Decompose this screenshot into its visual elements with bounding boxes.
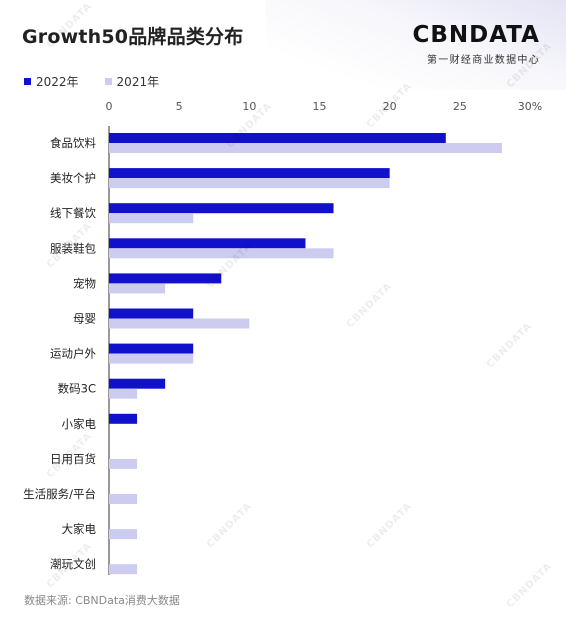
bar-2022 [109, 168, 390, 179]
x-tick-label: 25 [453, 100, 467, 113]
category-label: 大家电 [62, 522, 97, 536]
bar-2021 [109, 458, 138, 469]
chart-legend: 2022年 2021年 [24, 73, 159, 90]
x-tick-label: 10 [242, 100, 256, 113]
x-tick-label: 0 [106, 100, 113, 113]
legend-label-2022: 2022年 [36, 75, 79, 89]
brand-logo: CBNDATA 第一财经商业数据中心 [413, 22, 540, 66]
legend-item-2021: 2021年 [104, 73, 160, 90]
bar-2022 [109, 203, 334, 214]
legend-swatch-2021 [104, 78, 112, 85]
chart-title: Growth50品牌品类分布 [22, 26, 244, 48]
bar-2022 [109, 308, 194, 319]
bar-2021 [109, 564, 138, 575]
category-label: 线下餐饮 [50, 206, 96, 220]
bar-2021 [109, 248, 334, 259]
category-label: 运动户外 [50, 347, 96, 361]
bar-2021 [109, 283, 166, 294]
category-label: 食品饮料 [50, 136, 96, 150]
logo-subtitle: 第一财经商业数据中心 [427, 55, 540, 66]
x-tick-label: 15 [313, 100, 327, 113]
bar-2021 [109, 353, 194, 364]
data-source-note: 数据来源: CBNData消费大数据 [24, 594, 180, 607]
bar-2021 [109, 318, 250, 329]
x-tick-label: 5 [176, 100, 183, 113]
category-label: 美妆个护 [50, 171, 96, 185]
bar-2021 [109, 178, 390, 189]
bar-2021 [109, 494, 138, 504]
category-label: 潮玩文创 [50, 557, 96, 571]
bar-2022 [109, 378, 166, 389]
bar-2021 [109, 213, 194, 224]
bar-2021 [109, 388, 138, 399]
x-tick-label: 30% [518, 100, 542, 113]
legend-swatch-2022 [24, 78, 31, 85]
category-label: 日用百货 [50, 452, 96, 466]
category-label: 数码3C [58, 382, 96, 396]
bar-2022 [109, 133, 446, 143]
bar-2022 [109, 343, 194, 354]
category-label: 生活服务/平台 [23, 487, 96, 501]
bar-2021 [109, 143, 502, 153]
legend-label-2021: 2021年 [116, 75, 160, 89]
bar-2022 [109, 413, 138, 424]
x-tick-label: 20 [383, 100, 397, 113]
category-label: 宠物 [73, 276, 96, 290]
legend-item-2022: 2022年 [24, 73, 79, 90]
bar-2022 [109, 273, 222, 284]
bar-2022 [109, 238, 306, 249]
category-label: 小家电 [62, 417, 97, 431]
category-label: 服装鞋包 [50, 241, 96, 255]
logo-wordmark: CBNDATA [412, 22, 540, 48]
category-label: 母婴 [73, 312, 96, 326]
bar-2021 [109, 529, 138, 540]
